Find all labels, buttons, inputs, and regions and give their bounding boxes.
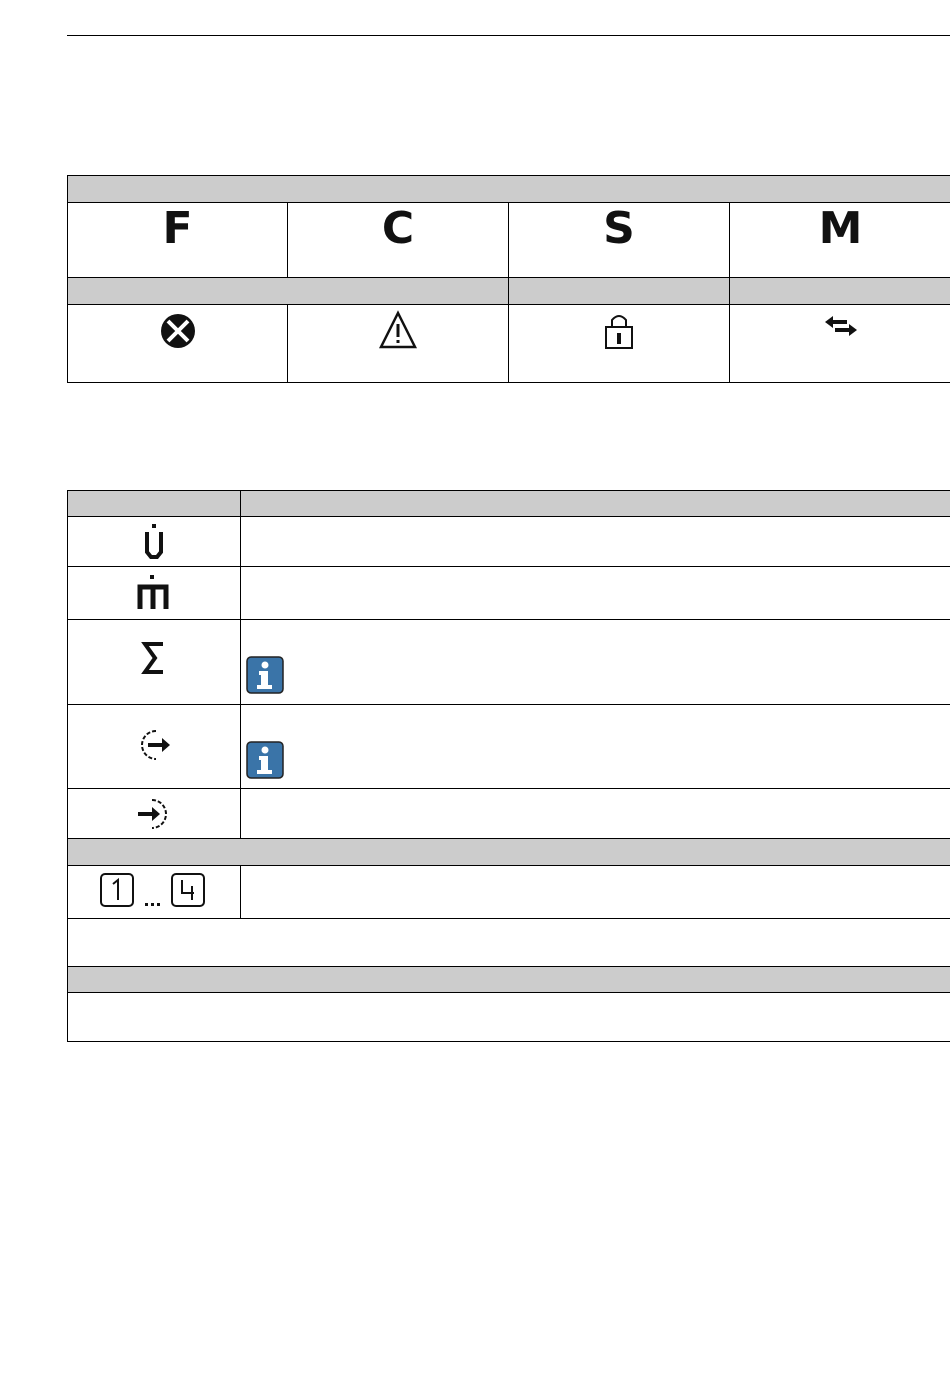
status-letter-s: S [603, 203, 635, 254]
communication-arrows-icon [824, 316, 857, 336]
table-row [67, 704, 950, 789]
warning-triangle-icon [378, 310, 418, 349]
output-icon [141, 730, 170, 760]
symbol-description-table [67, 490, 950, 1042]
status-letter-f: F [162, 203, 193, 254]
status-letter-m: M [818, 203, 863, 254]
status-letter-c: C [381, 203, 415, 254]
table-row [67, 788, 950, 839]
totalizer-sigma-icon [141, 642, 163, 674]
channel-1-to-4-icon [100, 873, 205, 907]
mass-flow-icon [137, 575, 169, 609]
error-circle-x-icon [160, 314, 195, 348]
volume-flow-icon [145, 524, 163, 559]
table-row [67, 566, 950, 620]
input-icon [138, 799, 167, 829]
info-icon [246, 656, 284, 694]
table-row [67, 865, 950, 919]
info-icon [246, 741, 284, 779]
header-row [67, 175, 950, 203]
table-row [67, 619, 950, 705]
lock-icon [605, 315, 633, 349]
header-rule [67, 35, 950, 36]
table-row [67, 516, 950, 567]
status-symbol-table: F C S M [67, 175, 950, 383]
